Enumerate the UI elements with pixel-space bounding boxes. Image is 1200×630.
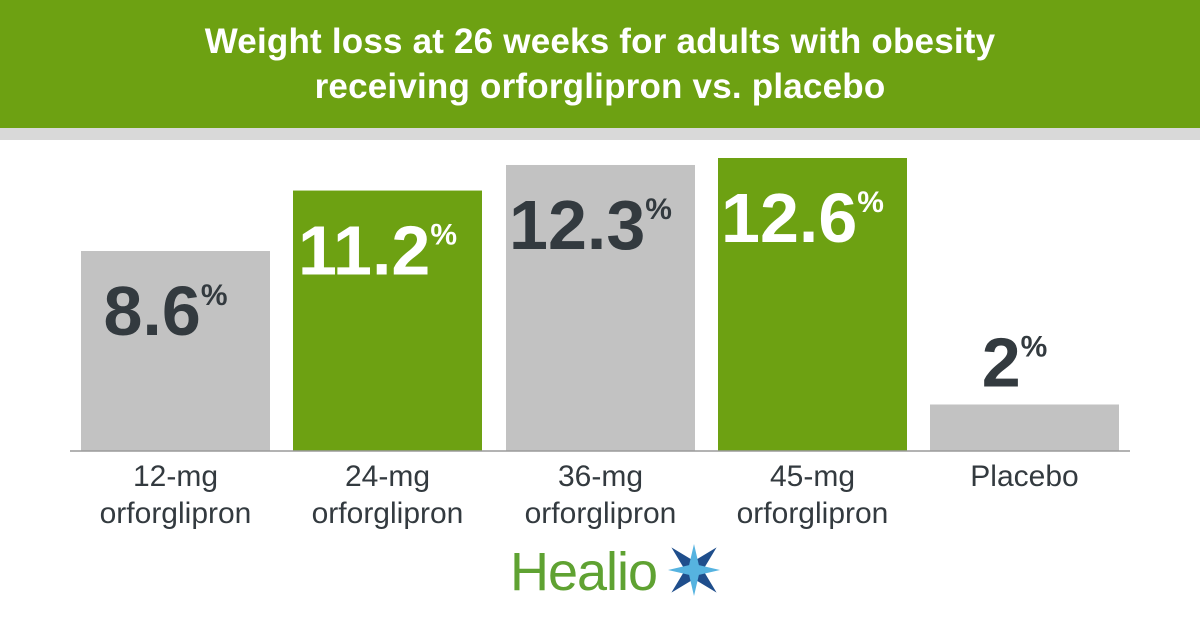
- value-label-3: 12.3%: [509, 186, 672, 264]
- category-label-3-line-2: orforglipron: [525, 497, 677, 530]
- category-label-4-line-1: 45-mg: [770, 460, 855, 493]
- star-icon: [668, 544, 720, 596]
- bar-5: [930, 404, 1119, 451]
- value-label-5: 2%: [982, 323, 1048, 401]
- category-label-1-line-1: 12-mg: [133, 460, 218, 493]
- category-label-2-line-1: 24-mg: [345, 460, 430, 493]
- bar-chart: 8.6% 12-mg orforglipron 11.2% 24-mg orforglip…: [70, 158, 1130, 530]
- value-label-2: 11.2%: [298, 212, 457, 290]
- category-label-2-line-2: orforglipron: [312, 497, 464, 530]
- bar-2: [293, 190, 482, 452]
- category-label-3-line-1: 36-mg: [558, 460, 643, 493]
- header-divider-stripe: [0, 128, 1200, 140]
- category-label-4-line-2: orforglipron: [737, 497, 889, 530]
- bar-3: [506, 164, 695, 451]
- value-label-1: 8.6%: [104, 272, 228, 350]
- chart-header: Weight loss at 26 weeks for adults with …: [0, 0, 1200, 128]
- star-icon-inner: [668, 544, 720, 596]
- category-label-5-line-1: Placebo: [970, 460, 1078, 493]
- chart-title-line-1: Weight loss at 26 weeks for adults with …: [204, 22, 996, 61]
- bar-1: [81, 251, 270, 451]
- logo-wordmark: Healio: [510, 542, 658, 602]
- category-label-1-line-2: orforglipron: [100, 497, 252, 530]
- healio-logo: Healio: [510, 538, 730, 608]
- chart-title-line-2: receiving orforglipron vs. placebo: [314, 67, 886, 106]
- bar-4: [718, 158, 907, 451]
- value-label-4: 12.6%: [721, 179, 884, 257]
